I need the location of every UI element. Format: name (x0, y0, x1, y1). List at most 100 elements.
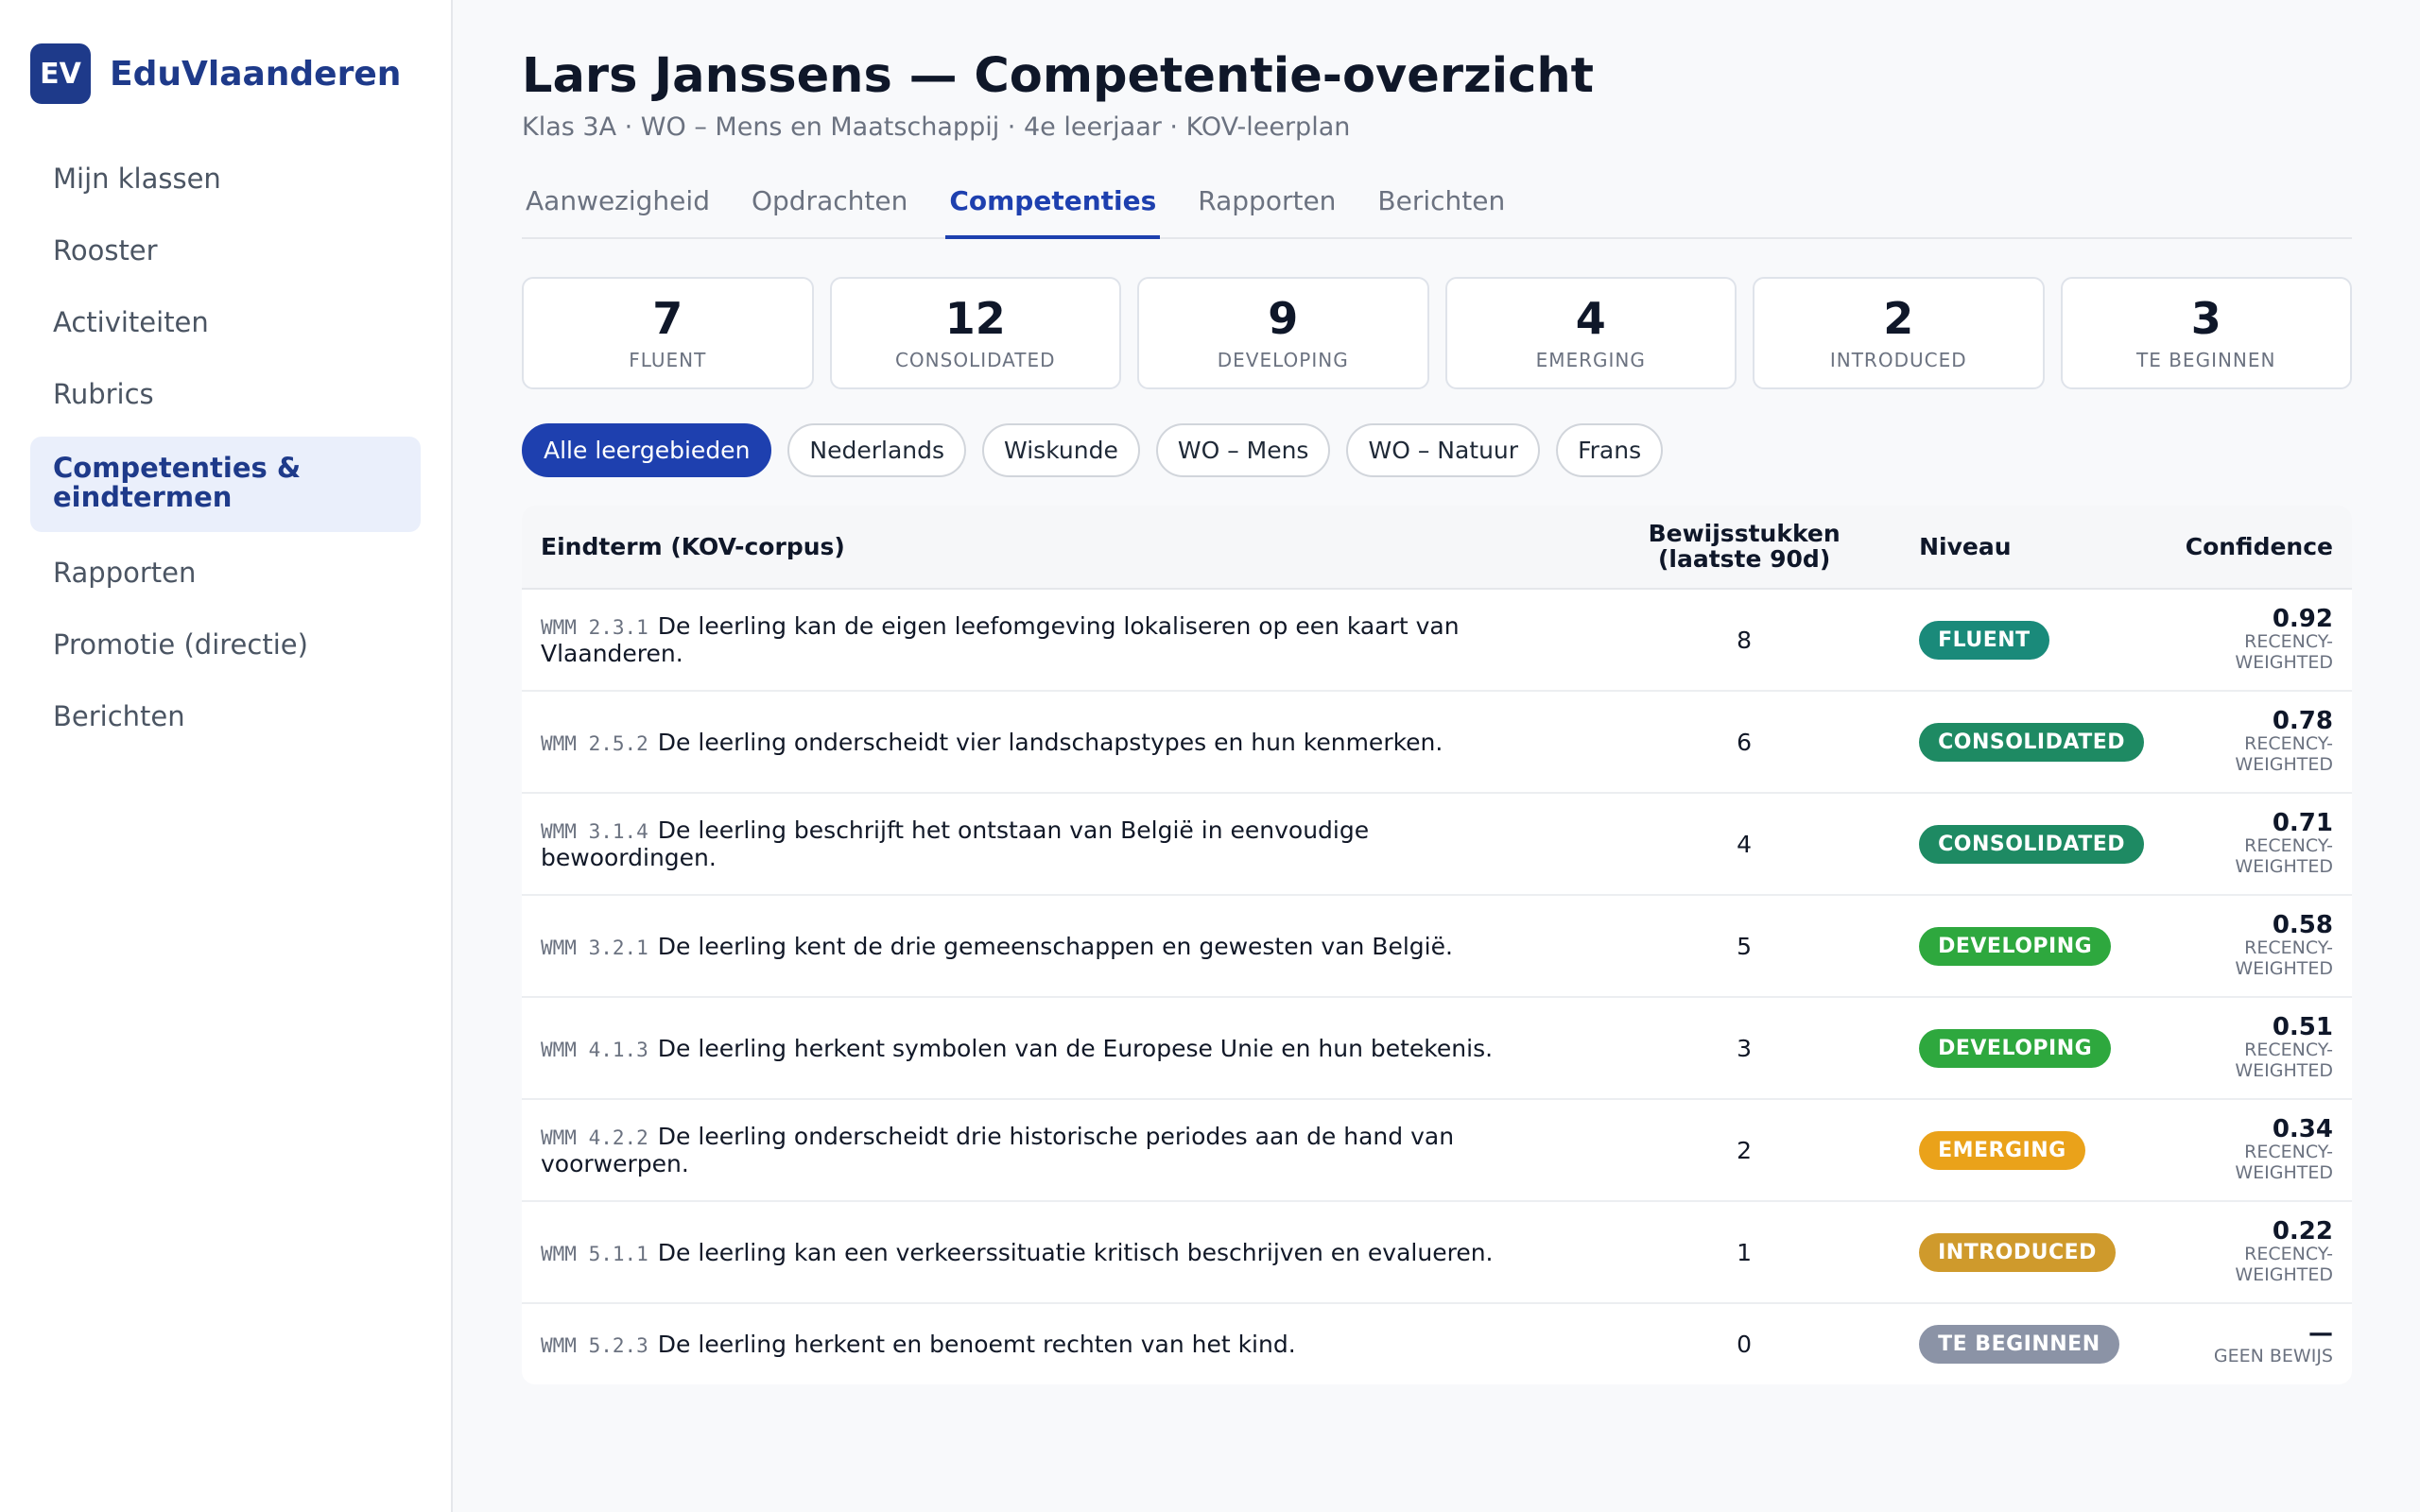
confidence-cell: 0.58 RECENCY-WEIGHTED (2163, 895, 2352, 999)
stat-card-te-beginnen: 3 TE BEGINNEN (2060, 277, 2352, 390)
eindterm-code: WMM 5.1.1 (541, 1242, 648, 1265)
filter-chip-wo-mens[interactable]: WO – Mens (1155, 423, 1331, 478)
brand[interactable]: EV EduVlaanderen (30, 43, 421, 104)
stat-label: EMERGING (1535, 348, 1646, 371)
level-badge: CONSOLIDATED (1919, 722, 2144, 762)
sidebar-item-rapporten[interactable]: Rapporten (53, 557, 197, 590)
confidence-value: — (2308, 1319, 2333, 1349)
eindterm-code: WMM 3.1.4 (541, 820, 648, 844)
eindterm-text: De leerling kan een verkeerssituatie kri… (657, 1238, 1494, 1266)
page-subtitle: Klas 3A · WO – Mens en Maatschappij · 4e… (522, 112, 1351, 143)
eindterm-text: De leerling beschrijft het ontstaan van … (541, 816, 1370, 872)
table-row[interactable]: WMM 2.5.2 De leerling onderscheidt vier l… (522, 691, 2352, 795)
header-eindterm[interactable]: Eindterm (KOV-corpus) (522, 506, 1589, 591)
confidence-value: 0.58 (2272, 910, 2333, 939)
header-confidence[interactable]: Confidence (2163, 506, 2352, 591)
evidence-count: 1 (1588, 1201, 1901, 1305)
filter-chips: Alle leergebieden Nederlands Wiskunde WO… (522, 423, 2352, 478)
level-cell: DEVELOPING (1900, 997, 2163, 1101)
stat-value: 12 (944, 293, 1006, 345)
eindterm-cell: WMM 5.2.3 De leerling herkent en benoemt … (522, 1303, 1588, 1384)
filter-chip-wiskunde[interactable]: Wiskunde (982, 423, 1140, 478)
level-badge: FLUENT (1919, 620, 2049, 660)
level-cell: FLUENT (1900, 589, 2163, 693)
confidence-cell: 0.22 RECENCY-WEIGHTED (2163, 1201, 2352, 1305)
level-cell: DEVELOPING (1900, 895, 2163, 999)
tab-rapporten[interactable]: Rapporten (1198, 185, 1337, 217)
confidence-cell: 0.34 RECENCY-WEIGHTED (2163, 1099, 2352, 1203)
stat-label: CONSOLIDATED (894, 348, 1056, 371)
level-cell: EMERGING (1900, 1099, 2163, 1203)
stat-value: 9 (1268, 293, 1299, 345)
main-content: Lars Janssens — Competentie-overzicht Kl… (453, 0, 2420, 1512)
evidence-count: 5 (1588, 895, 1901, 999)
sidebar-item-competenties[interactable]: Competenties & eindtermen (30, 436, 421, 533)
evidence-count: 4 (1588, 793, 1901, 897)
eindterm-code: WMM 3.2.1 (541, 936, 648, 959)
stat-label: DEVELOPING (1217, 348, 1349, 371)
stat-card-introduced: 2 INTRODUCED (1753, 277, 2045, 390)
sidebar-item-rubrics[interactable]: Rubrics (53, 377, 154, 410)
filter-chip-alle[interactable]: Alle leergebieden (522, 423, 772, 478)
confidence-cell: 0.78 RECENCY-WEIGHTED (2163, 691, 2352, 795)
eindterm-text: De leerling kan de eigen leefomgeving lo… (541, 612, 1460, 668)
eindterm-code: WMM 5.2.3 (541, 1334, 648, 1358)
confidence-value: 0.22 (2272, 1216, 2333, 1246)
brand-logo-icon: EV (30, 43, 91, 104)
table-row[interactable]: WMM 3.1.4 De leerling beschrijft het onts… (522, 793, 2352, 897)
confidence-note: RECENCY-WEIGHTED (2235, 1039, 2333, 1081)
sidebar-item-berichten[interactable]: Berichten (53, 700, 185, 733)
tab-aanwezigheid[interactable]: Aanwezigheid (526, 185, 710, 217)
eindterm-cell: WMM 2.3.1 De leerling kan de eigen leefom… (522, 589, 1589, 693)
stat-value: 7 (652, 293, 683, 345)
eindterm-text: De leerling kent de drie gemeenschappen … (657, 932, 1453, 960)
evidence-count: 2 (1588, 1099, 1901, 1203)
filter-chip-wo-natuur[interactable]: WO – Natuur (1346, 423, 1541, 478)
sidebar-item-promotie[interactable]: Promotie (directie) (53, 628, 308, 662)
sidebar-item-mijn-klassen[interactable]: Mijn klassen (53, 163, 221, 195)
evidence-count: 3 (1588, 997, 1901, 1101)
header-level[interactable]: Niveau (1900, 506, 2163, 591)
eindterm-text: De leerling onderscheidt drie historisch… (541, 1123, 1455, 1178)
page-title: Lars Janssens — Competentie-overzicht (522, 48, 1595, 104)
tab-competenties[interactable]: Competenties (945, 185, 1161, 240)
table-row[interactable]: WMM 5.2.3 De leerling herkent en benoemt … (522, 1303, 2352, 1384)
table-row[interactable]: WMM 4.2.2 De leerling onderscheidt drie h… (522, 1099, 2352, 1203)
evidence-count: 6 (1588, 691, 1901, 795)
confidence-cell: 0.71 RECENCY-WEIGHTED (2163, 793, 2352, 897)
confidence-note: RECENCY-WEIGHTED (2235, 936, 2333, 979)
brand-name: EduVlaanderen (110, 54, 402, 94)
stat-card-emerging: 4 EMERGING (1444, 277, 1737, 390)
tab-opdrachten[interactable]: Opdrachten (751, 185, 908, 217)
filter-chip-nederlands[interactable]: Nederlands (787, 423, 967, 478)
confidence-cell: 0.92 RECENCY-WEIGHTED (2163, 589, 2352, 693)
sidebar-item-activiteiten[interactable]: Activiteiten (53, 305, 209, 338)
stat-label: INTRODUCED (1829, 348, 1967, 371)
eindterm-cell: WMM 2.5.2 De leerling onderscheidt vier l… (522, 691, 1589, 795)
level-badge: INTRODUCED (1919, 1232, 2116, 1272)
eindterm-code: WMM 4.2.2 (541, 1126, 648, 1150)
level-badge: DEVELOPING (1919, 1028, 2112, 1068)
confidence-note: RECENCY-WEIGHTED (2235, 1243, 2333, 1285)
confidence-value: 0.51 (2272, 1012, 2333, 1041)
table-row[interactable]: WMM 4.1.3 De leerling herkent symbolen va… (522, 997, 2352, 1101)
confidence-value: 0.71 (2272, 808, 2333, 837)
stat-label: TE BEGINNEN (2136, 348, 2276, 371)
sidebar-item-rooster[interactable]: Rooster (53, 233, 158, 266)
level-badge: TE BEGINNEN (1919, 1325, 2119, 1365)
sidebar-nav: Mijn klassen Rooster Activiteiten Rubric… (30, 149, 421, 747)
level-badge: CONSOLIDATED (1919, 824, 2144, 864)
table-row[interactable]: WMM 2.3.1 De leerling kan de eigen leefom… (522, 589, 2352, 693)
level-badge: EMERGING (1919, 1130, 2085, 1170)
stat-card-consolidated: 12 CONSOLIDATED (829, 277, 1121, 390)
table-row[interactable]: WMM 5.1.1 De leerling kan een verkeerssit… (522, 1201, 2352, 1305)
level-cell: CONSOLIDATED (1900, 793, 2163, 897)
confidence-note: RECENCY-WEIGHTED (2235, 1141, 2333, 1183)
table-row[interactable]: WMM 3.2.1 De leerling kent de drie gemeen… (522, 895, 2352, 999)
tab-berichten[interactable]: Berichten (1377, 185, 1506, 217)
header-evidence[interactable]: Bewijsstukken (laatste 90d) (1588, 506, 1901, 591)
level-cell: INTRODUCED (1900, 1201, 2163, 1305)
eindterm-code: WMM 4.1.3 (541, 1038, 648, 1061)
eindterm-text: De leerling onderscheidt vier landschaps… (657, 728, 1443, 756)
filter-chip-frans[interactable]: Frans (1556, 423, 1664, 478)
